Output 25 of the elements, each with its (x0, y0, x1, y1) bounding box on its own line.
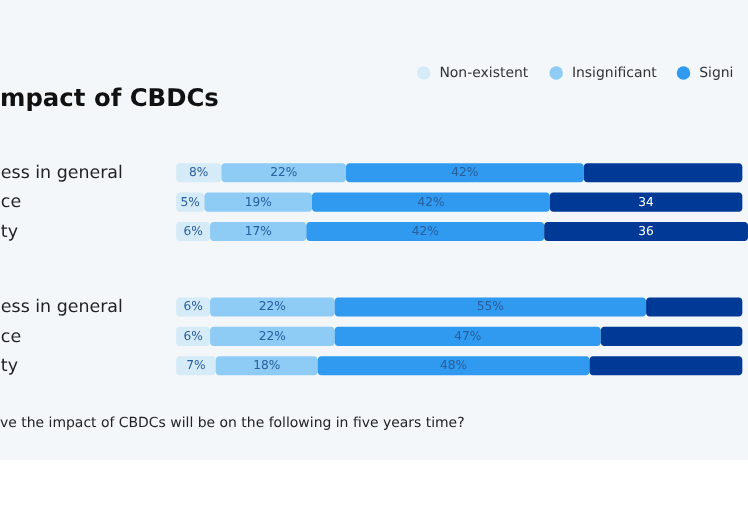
bar (204, 192, 312, 212)
bar (600, 326, 743, 346)
bar (345, 163, 584, 183)
bar (210, 297, 335, 317)
y-tick-label: ty (0, 222, 19, 243)
bar (215, 356, 318, 376)
y-tick-label: ce (0, 193, 22, 214)
bar (210, 326, 335, 346)
bar (544, 221, 748, 242)
y-tick-label: ty (0, 356, 19, 377)
y-tick-label: ess in general (0, 163, 123, 184)
bar (646, 297, 743, 317)
y-tick-label: ce (0, 327, 22, 348)
bar (221, 163, 346, 183)
bar (312, 192, 550, 212)
bar (583, 163, 743, 183)
bar (306, 221, 545, 242)
bar (210, 221, 307, 242)
y-tick-label: ess in general (0, 298, 123, 319)
chart-title: mpact of CBDCs (0, 84, 219, 113)
bar (549, 192, 743, 212)
bar (334, 326, 601, 346)
bar (317, 356, 590, 376)
bar (589, 356, 743, 376)
bar (334, 297, 647, 317)
